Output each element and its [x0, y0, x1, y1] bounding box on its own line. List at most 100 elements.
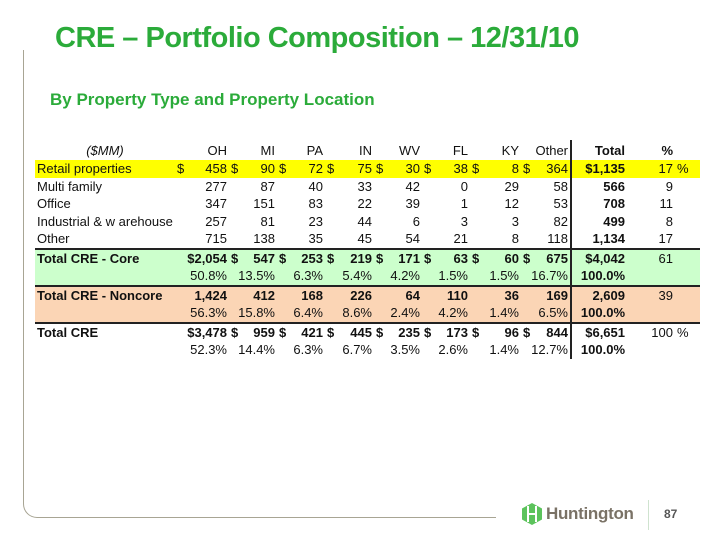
value-cell: 56.3% — [175, 304, 229, 323]
total-cell: 566 — [603, 178, 625, 194]
footer-divider — [648, 500, 649, 530]
table-row: 52.3% 14.4% 6.3% 6.7% 3.5% 2.6% 1.4% 12.7% 100.0… — [35, 341, 700, 359]
slide-title: CRE – Portfolio Composition – 12/31/10 — [55, 22, 580, 54]
value: 8 — [511, 161, 519, 177]
total-cell: 1,134 — [592, 231, 625, 247]
value-cell: 3 — [460, 213, 468, 229]
value-cell: 412 — [229, 284, 277, 304]
row-label: Total CRE - Noncore — [35, 284, 175, 304]
value: 38 — [453, 161, 468, 177]
value-cell — [675, 230, 700, 249]
value-cell: $60 — [470, 247, 521, 267]
value-cell: 21 — [453, 231, 468, 247]
value-cell: 12 — [504, 196, 519, 212]
value: 30 — [405, 161, 420, 177]
value-cell — [675, 341, 700, 359]
column-header: OH — [207, 142, 228, 158]
dollar-sign: $ — [231, 250, 239, 266]
value-cell: 45 — [357, 231, 372, 247]
column-header: ($MM) — [86, 142, 124, 158]
value-cell: 169 — [521, 284, 572, 304]
row-label: Multi family — [37, 178, 103, 194]
value: 547 — [253, 250, 275, 266]
page-number: 87 — [664, 507, 678, 521]
total-cell: 708 — [603, 196, 625, 212]
value: 421 — [301, 324, 323, 340]
percent-cell — [627, 267, 675, 286]
value-cell: 2.4% — [374, 304, 422, 323]
slide-frame-line — [23, 50, 496, 518]
table-row: Office 347 151 83 22 39 1 12 53 708 11 — [35, 195, 700, 213]
value-cell — [675, 267, 700, 286]
dollar-sign: $ — [472, 161, 480, 177]
table-row: 56.3% 15.8% 6.4% 8.6% 2.4% 4.2% 1.4% 6.5% 100.0% — [35, 304, 700, 323]
column-header: WV — [399, 142, 420, 158]
dollar-sign: $ — [231, 324, 239, 340]
value: 96 — [504, 324, 519, 340]
percent-cell: 11 — [659, 196, 674, 212]
value-cell: 1.4% — [489, 342, 519, 358]
value-cell: 82 — [521, 212, 572, 230]
value-cell: 118 — [521, 230, 572, 249]
value-cell: 1,424 — [175, 284, 229, 304]
value-cell: $235 — [374, 321, 422, 341]
value-cell: $173 — [422, 321, 470, 341]
value-cell: 3 — [511, 213, 519, 229]
value-cell: 3.5% — [390, 342, 420, 358]
total-cell: 2,609 — [571, 284, 627, 304]
percent-cell: 17 — [627, 160, 675, 178]
value-cell: $8 — [470, 160, 521, 178]
value-cell: 50.8% — [175, 267, 229, 286]
value-cell: 347 — [205, 196, 227, 212]
value: 219 — [350, 250, 372, 266]
percent-cell: 100 — [627, 321, 675, 341]
value-cell: 83 — [308, 196, 323, 212]
value-cell: 29 — [504, 178, 519, 194]
value-cell: 6.3% — [293, 342, 323, 358]
value-cell: 14.4% — [238, 342, 275, 358]
value-cell: $38 — [422, 160, 470, 178]
dollar-sign: $ — [523, 250, 531, 266]
value-cell: 257 — [205, 213, 227, 229]
row-label: Other — [37, 231, 70, 247]
value-cell — [675, 213, 700, 231]
value: 445 — [350, 324, 372, 340]
row-label: Total CRE — [35, 321, 175, 341]
value-cell: $2,054 — [175, 247, 229, 267]
dollar-sign: $ — [327, 250, 335, 266]
value-cell: 5.4% — [325, 267, 374, 286]
value-cell: 168 — [277, 284, 325, 304]
column-header: IN — [359, 142, 372, 158]
value-cell: 23 — [308, 213, 323, 229]
logo-text: Huntington — [546, 504, 634, 523]
value-cell: $30 — [374, 160, 422, 178]
dollar-sign: $ — [231, 161, 239, 177]
value-cell: 36 — [470, 284, 521, 304]
dollar-sign: $ — [376, 324, 384, 340]
value-cell: 1.5% — [422, 267, 470, 286]
value: 364 — [546, 161, 568, 177]
percent-cell — [627, 341, 675, 359]
value: 458 — [205, 161, 227, 177]
table-row: Multi family 277 87 40 33 42 0 29 58 566 9 — [35, 177, 700, 195]
value-cell: $547 — [229, 247, 277, 267]
dollar-sign: $ — [279, 324, 287, 340]
value-cell: $458 — [175, 160, 229, 178]
row-label: Office — [37, 196, 71, 212]
value-cell: 715 — [205, 231, 227, 247]
table-row: 50.8% 13.5% 6.3% 5.4% 4.2% 1.5% 1.5% 16.7% 100.0… — [35, 267, 700, 286]
value-cell: 6 — [412, 213, 420, 229]
value-cell — [675, 247, 700, 267]
value-cell: 8.6% — [325, 304, 374, 323]
percent-cell: 39 — [627, 284, 675, 304]
column-header: MI — [260, 142, 275, 158]
value: 63 — [453, 250, 468, 266]
value-cell: 277 — [205, 178, 227, 194]
value-cell — [675, 284, 700, 304]
dollar-sign: $ — [327, 324, 335, 340]
dollar-sign: $ — [523, 324, 531, 340]
value-cell: 40 — [308, 178, 323, 194]
value-cell: $364 — [521, 160, 572, 178]
value-cell: 12.7% — [521, 341, 572, 359]
table-row: Industrial & w arehouse 257 81 23 44 6 3 3 82 499… — [35, 212, 700, 231]
